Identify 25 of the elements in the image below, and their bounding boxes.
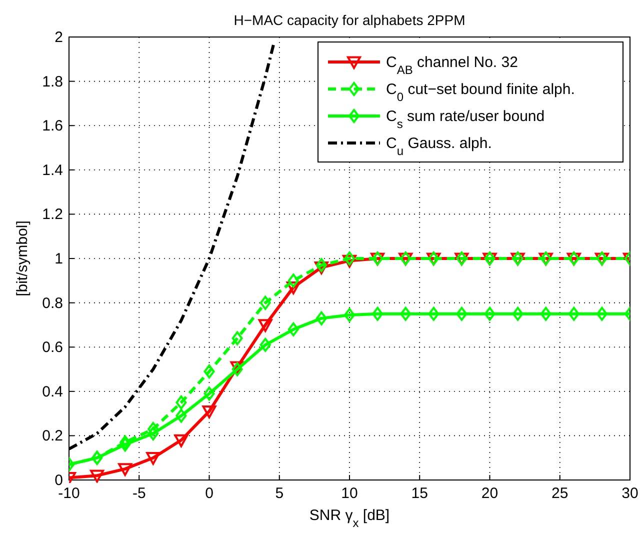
legend-label: C$_{u}$ Gauss. alph. (386, 135, 492, 158)
y-tick-label: 0.4 (42, 383, 63, 400)
x-tick-label: 5 (275, 485, 284, 502)
y-axis-title: [bit/symbol] (14, 220, 31, 296)
y-tick-label: 1.8 (42, 73, 63, 90)
x-axis-title: SNR γ$_{x}$ [dB] (309, 507, 390, 530)
x-tick-label: 15 (411, 485, 428, 502)
y-tick-label: 1 (54, 250, 63, 268)
legend-label: C$_{0}$ cut−set bound finite alph. (386, 81, 575, 104)
y-tick-label: 1.4 (42, 162, 63, 179)
y-tick-label: 1.2 (42, 206, 63, 224)
y-tick-label: 2 (54, 29, 63, 46)
y-tick-label: 0.8 (42, 294, 63, 312)
x-tick-label: 25 (552, 485, 568, 502)
y-tick-label: 1.6 (42, 118, 63, 135)
legend-label: C$_{s}$ sum rate/user bound (386, 108, 545, 131)
y-tick-label: 0.2 (42, 428, 63, 445)
x-tick-label: 10 (341, 485, 358, 502)
x-tick-label: 0 (205, 485, 214, 502)
chart-title: H−MAC capacity for alphabets 2PPM (234, 12, 466, 28)
y-tick-label: 0.6 (42, 339, 63, 356)
x-tick-label: 20 (481, 485, 498, 502)
x-tick-label: -5 (132, 485, 146, 502)
x-tick-label: 30 (622, 485, 638, 502)
legend-label: C$_{AB}$ channel No. 32 (386, 54, 518, 77)
